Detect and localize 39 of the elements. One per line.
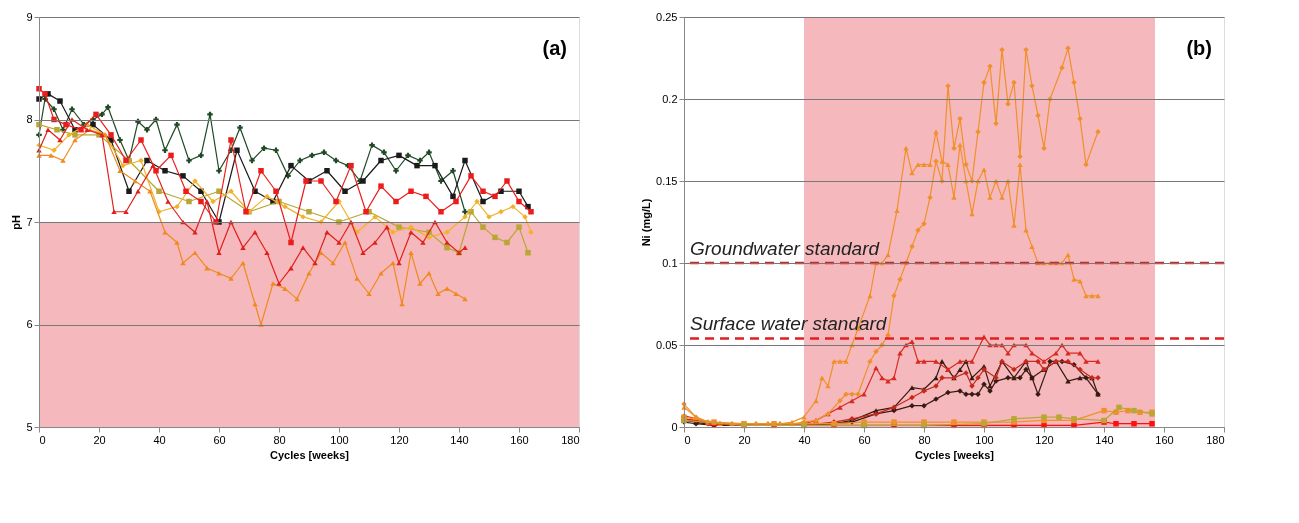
x-tick-label: 40	[798, 433, 811, 446]
x-tick-label: 100	[975, 433, 994, 446]
y-axis-title: pH	[10, 215, 23, 230]
x-tick-label: 60	[858, 433, 871, 446]
x-axis-title: Cycles [weeks]	[915, 448, 995, 461]
y-tick-label: 0.15	[656, 174, 678, 187]
x-axis-title: Cycles [weeks]	[270, 448, 350, 461]
x-tick-label: 60	[213, 433, 226, 446]
y-axis-title: Ni (mg/L)	[640, 198, 653, 247]
x-tick-label: 120	[390, 433, 409, 446]
ref-line-label: Surface water standard	[690, 313, 888, 335]
x-tick-label: 0	[39, 433, 46, 446]
x-tick-label: 80	[918, 433, 931, 446]
y-tick-label: 7	[26, 215, 33, 228]
x-tick-label: 180	[561, 433, 580, 446]
x-tick-label: 80	[273, 433, 286, 446]
x-tick-label: 20	[93, 433, 106, 446]
annotation: (a)	[542, 37, 567, 59]
x-tick-label: 180	[1206, 433, 1225, 446]
x-tick-label: 20	[738, 433, 751, 446]
x-tick-label: 100	[330, 433, 349, 446]
y-tick-label: 9	[26, 10, 33, 23]
y-tick-label: 5	[26, 420, 33, 433]
ref-line-label: Groundwater standard	[690, 238, 881, 259]
x-tick-label: 40	[153, 433, 166, 446]
y-tick-label: 0.1	[662, 256, 678, 269]
x-tick-label: 140	[1095, 433, 1114, 446]
y-tick-label: 0.2	[662, 92, 678, 105]
y-tick-label: 8	[26, 113, 33, 125]
annotation: (b)	[1186, 37, 1212, 59]
y-tick-label: 0.05	[656, 338, 678, 351]
x-tick-label: 140	[450, 433, 469, 446]
x-tick-label: 0	[684, 433, 691, 446]
x-tick-label: 160	[510, 433, 529, 446]
y-tick-label: 0.25	[656, 10, 678, 23]
y-tick-label: 6	[26, 318, 33, 330]
x-tick-label: 160	[1155, 433, 1174, 446]
x-tick-label: 120	[1035, 433, 1054, 446]
y-tick-label: 0	[671, 420, 678, 433]
